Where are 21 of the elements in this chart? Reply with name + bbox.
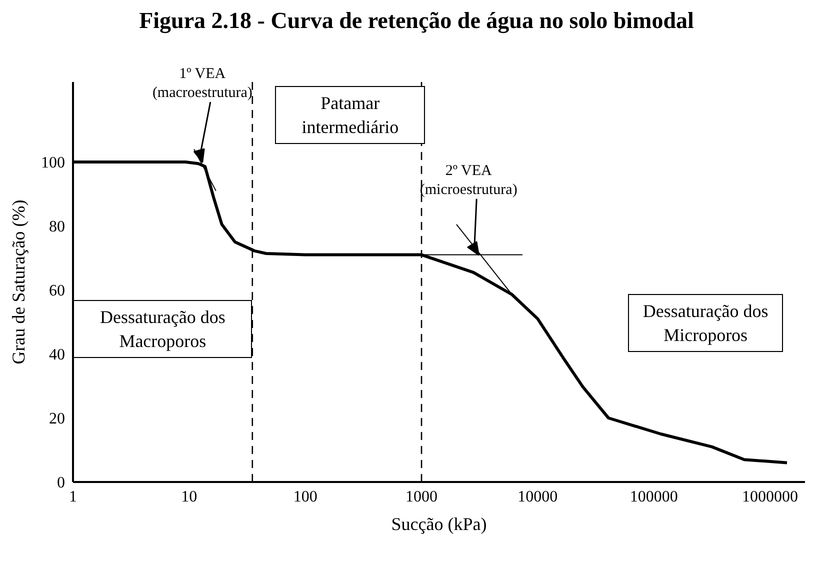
x-tick-label: 10000 bbox=[518, 488, 558, 506]
y-tick-label: 0 bbox=[57, 474, 65, 492]
chart-title: Figura 2.18 - Curva de retenção de água no solo bimodal bbox=[138, 8, 695, 36]
annotation: 1º VEA (macroestrutura) bbox=[152, 66, 252, 101]
annotation: Dessaturação dos Macroporos bbox=[73, 300, 252, 358]
x-tick-label: 1000000 bbox=[742, 488, 798, 506]
annotation: Patamar intermediário bbox=[275, 86, 426, 144]
annotation: Dessaturação dos Microporos bbox=[628, 294, 784, 352]
x-tick-label: 100 bbox=[293, 488, 318, 506]
x-tick-label: 1000 bbox=[406, 488, 438, 506]
x-tick-label: 1 bbox=[69, 488, 77, 506]
annotation: 2º VEA (microestrutura) bbox=[420, 162, 518, 198]
x-tick-label: 10 bbox=[181, 488, 198, 506]
y-tick-label: 40 bbox=[49, 346, 65, 364]
y-tick-label: 80 bbox=[49, 218, 65, 236]
x-tick-label: 100000 bbox=[630, 488, 678, 506]
y-tick-label: 100 bbox=[41, 154, 65, 172]
y-tick-label: 20 bbox=[49, 410, 65, 428]
x-axis-title: Sucção (kPa) bbox=[391, 514, 487, 534]
y-tick-label: 60 bbox=[49, 282, 65, 300]
y-axis-title: Grau de Saturação (%) bbox=[8, 200, 28, 364]
